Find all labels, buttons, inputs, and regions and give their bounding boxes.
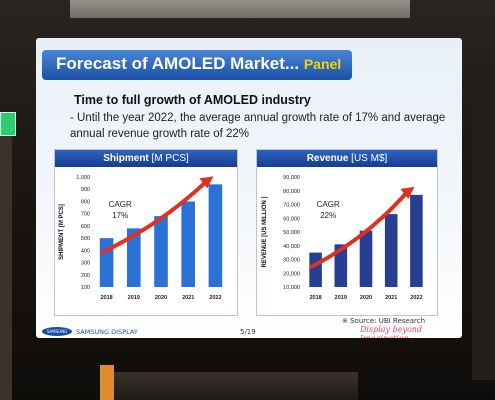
right-wall [472,80,495,380]
shipment-cagr-label: CAGR [109,200,132,209]
slide-title: Forecast of AMOLED Market... Panel [56,54,341,74]
revenue-bar [309,252,322,287]
slide-bullet: - Until the year 2022, the average annua… [70,112,446,140]
revenue-ytick-label: 20,000 [283,271,300,277]
presentation-slide: Forecast of AMOLED Market... Panel Time … [36,38,462,338]
shipment-xtick-label: 2019 [128,295,140,301]
revenue-bar [359,230,373,287]
samsung-logo: SAMSUNG [42,327,72,336]
shipment-ytick-label: 100 [81,285,90,291]
slide-heading: Time to full growth of AMOLED industry [74,93,311,107]
shipment-ytick-label: 700 [81,212,90,218]
shipment-bar [127,228,141,287]
revenue-ytick-label: 50,000 [283,230,300,236]
revenue-ytick-label: 70,000 [283,203,300,209]
shipment-ytick-label: 600 [81,224,90,230]
revenue-ytick-label: 80,000 [283,189,300,195]
shipment-ytick-label: 200 [81,273,90,279]
shipment-bar [99,238,114,287]
shipment-ytick-label: 400 [81,248,90,254]
revenue-ytick-label: 40,000 [283,244,300,250]
slide-title-tag: Panel [303,56,342,72]
exit-sign [0,112,16,136]
shipment-bar [181,201,195,287]
revenue-xtick-label: 2022 [410,295,422,301]
slide-title-text: Forecast of AMOLED Market... [56,54,300,73]
shipment-xtick-label: 2021 [182,295,194,301]
shipment-xtick-label: 2020 [155,295,167,301]
company-name: SAMSUNG DISPLAY [76,328,138,336]
ceiling-banner [70,0,410,18]
revenue-cagr-value: 22% [320,211,336,220]
revenue-trend-arrowhead [400,186,415,199]
title-bar: Forecast of AMOLED Market... Panel [42,50,352,80]
revenue-ytick-label: 90,000 [283,175,300,181]
shipment-chart-panel: Shipment [M PCS] 100 200 300 400 500 600 700 80… [54,149,238,316]
shipment-trend-arrowhead [199,176,214,189]
revenue-chart-header: Revenue [US M$] [257,150,437,167]
revenue-bar [334,244,348,287]
shipment-ytick-label: 800 [81,199,90,205]
revenue-ytick-label: 60,000 [283,216,300,222]
shipment-xtick-label: 2018 [100,295,112,301]
revenue-xtick-label: 2021 [385,295,397,301]
shipment-chart: 100 200 300 400 500 600 700 800 900 1,000 SHIPMENT… [59,175,223,301]
tagline: Display beyond Imagination [360,325,423,338]
revenue-ylabel: REVENUE [US MILLION ] [262,196,268,267]
shipment-ytick-label: 300 [81,261,90,267]
shipment-chart-title: Shipment [103,153,149,164]
shipment-ytick-label: 500 [81,236,90,242]
revenue-trend-arrow [309,190,409,269]
source-note: ※ Source: UBI Research [342,317,426,325]
shipment-ytick-label: 1,000 [76,175,90,181]
shipment-xtick-label: 2022 [209,295,221,301]
shipment-chart-header: Shipment [M PCS] [55,150,237,167]
revenue-ytick-label: 30,000 [283,258,300,264]
revenue-xtick-label: 2019 [335,295,347,301]
shipment-trend-arrow [100,180,208,255]
shipment-ylabel: SHIPMENT [M PCS] [59,204,65,260]
revenue-chart-panel: Revenue [US M$] 10,000 20,000 30,000 40,000… [256,149,438,316]
revenue-ytick-label: 10,000 [283,285,300,291]
revenue-chart: 10,000 20,000 30,000 40,000 50,000 60,000 70,0… [262,175,423,301]
podium [108,372,358,400]
shipment-cagr-value: 17% [112,211,128,220]
page-number: 5/19 [240,328,256,336]
revenue-chart-unit: [US M$] [351,153,388,164]
revenue-bar [384,214,398,287]
revenue-chart-title: Revenue [306,153,349,164]
left-wall [0,120,12,400]
shipment-ytick-label: 900 [81,187,90,193]
shipment-bar [208,184,223,287]
revenue-bar [410,194,423,287]
revenue-xtick-label: 2018 [309,295,321,301]
revenue-xtick-label: 2020 [360,295,372,301]
shipment-chart-unit: [M PCS] [151,153,189,164]
shipment-bar [154,216,168,287]
floor-lamp [100,365,114,400]
revenue-cagr-label: CAGR [317,200,340,209]
